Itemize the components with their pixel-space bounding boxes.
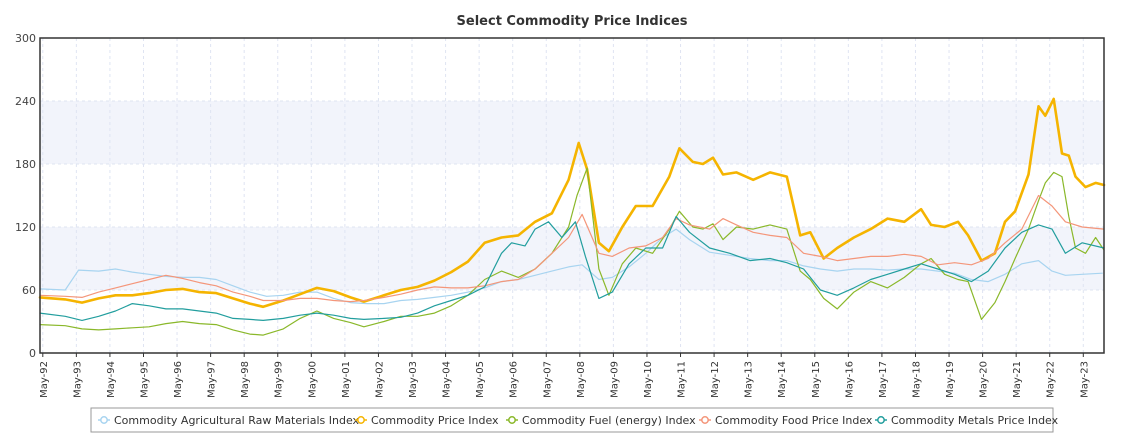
x-tick-label: May-08 [576,361,587,398]
x-tick-label: May-94 [106,361,117,398]
x-axis: May-92 May-93 May-94 May-95 May-96 May-97 May-… [39,353,1090,398]
legend: Commodity Agricultural Raw Materials Ind… [90,407,1059,433]
x-tick-label: May-15 [811,361,822,398]
y-tick-label: 180 [15,158,36,171]
y-tick-label: 60 [22,284,36,297]
grid-lines [40,37,1104,354]
legend-label: Commodity Agricultural Raw Materials Ind… [114,414,360,427]
legend-label: Commodity Fuel (energy) Index [522,414,696,427]
legend-circle-marker [508,416,516,424]
y-tick-label: 0 [29,347,36,360]
x-tick-label: May-17 [878,361,889,398]
x-tick-label: May-05 [475,361,486,398]
x-tick-label: May-18 [911,361,922,398]
x-tick-label: May-14 [777,361,788,398]
x-tick-label: May-06 [509,361,520,398]
y-tick-label: 300 [15,32,36,45]
x-tick-label: May-03 [408,361,419,398]
x-tick-label: May-01 [341,361,352,398]
x-tick-label: May-97 [207,361,218,398]
x-tick-label: May-98 [240,361,251,398]
plot-bands [40,101,1104,290]
x-tick-label: May-22 [1046,361,1057,398]
x-tick-label: May-96 [173,361,184,398]
legend-label: Commodity Price Index [371,414,499,427]
legend-item-3[interactable]: Commodity Food Price Index [699,414,873,427]
legend-item-1[interactable]: Commodity Price Index [355,414,499,427]
series-line-4 [39,215,1105,321]
series-layer [38,97,1106,336]
series-line-2 [39,167,1105,336]
x-tick-label: May-00 [307,361,318,398]
x-tick-label: May-92 [39,361,50,398]
legend-box [90,407,1054,433]
legend-label: Commodity Metals Price Index [891,414,1059,427]
series-line-1 [38,97,1106,309]
x-tick-label: May-07 [542,361,553,398]
x-tick-label: May-99 [274,361,285,398]
x-tick-label: May-02 [374,361,385,398]
legend-circle-marker [357,416,365,424]
series-line-0 [39,228,1103,305]
y-tick-label: 240 [15,95,36,108]
x-tick-label: May-16 [844,361,855,398]
x-tick-label: May-20 [979,361,990,398]
legend-item-0[interactable]: Commodity Agricultural Raw Materials Ind… [98,414,360,427]
x-tick-label: May-09 [609,361,620,398]
legend-circle-marker [100,416,108,424]
series-line-3 [39,194,1105,303]
legend-label: Commodity Food Price Index [715,414,873,427]
x-tick-label: May-19 [945,361,956,398]
legend-circle-marker [877,416,885,424]
x-tick-label: May-95 [139,361,150,398]
x-tick-label: May-23 [1079,361,1090,398]
x-tick-label: May-11 [677,361,688,398]
x-tick-label: May-13 [744,361,755,398]
chart-title: Select Commodity Price Indices [457,14,688,29]
legend-circle-marker [701,416,709,424]
plot-band [40,227,1104,290]
x-tick-label: May-12 [710,361,721,398]
plot-frame [39,37,1105,354]
y-axis: 0 60 120 180 240 300 [15,32,36,360]
x-tick-label: May-21 [1012,361,1023,398]
legend-item-2[interactable]: Commodity Fuel (energy) Index [506,414,696,427]
y-tick-label: 120 [15,221,36,234]
plot-band [40,101,1104,164]
legend-item-4[interactable]: Commodity Metals Price Index [875,414,1059,427]
x-tick-label: May-93 [72,361,83,398]
x-tick-label: May-04 [442,361,453,398]
x-tick-label: May-10 [643,361,654,398]
